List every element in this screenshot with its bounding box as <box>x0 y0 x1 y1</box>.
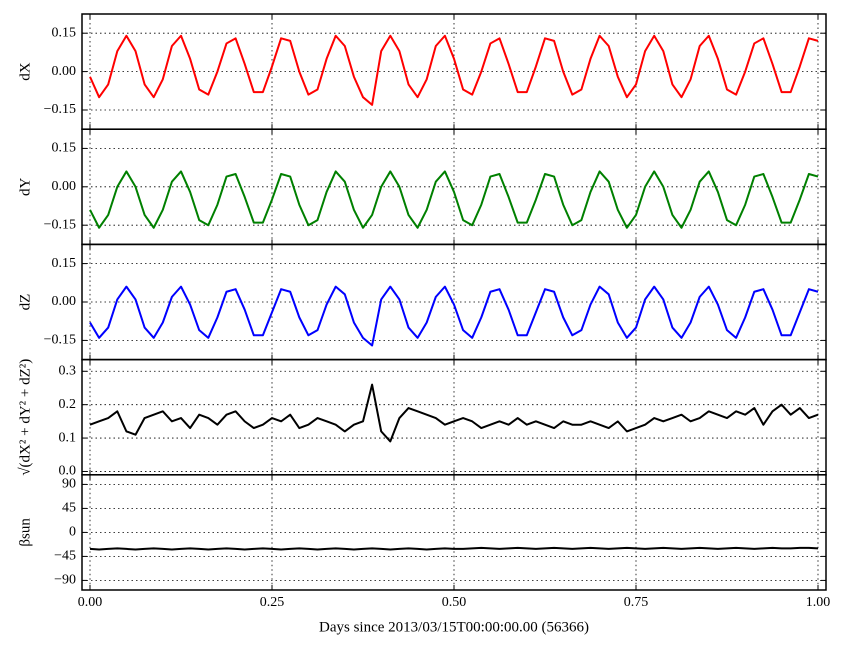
y-tick-label: 0 <box>69 525 76 540</box>
x-tick-label: 1.00 <box>806 595 831 610</box>
y-tick-label: −0.15 <box>44 333 76 348</box>
y-axis-label: dX <box>17 62 33 81</box>
y-tick-label: −0.15 <box>44 217 76 232</box>
data-line <box>89 383 819 443</box>
y-axis-label: √(dX² + dY² + dZ²) <box>17 359 33 476</box>
y-tick-label: 0.00 <box>52 179 77 194</box>
y-tick-label: −0.15 <box>44 102 76 117</box>
y-tick-label: 0.2 <box>59 397 77 412</box>
y-axis-label: dZ <box>17 294 33 311</box>
y-axis-label: βsun <box>17 518 33 547</box>
y-tick-label: −45 <box>54 549 76 564</box>
x-tick-label: 0.75 <box>624 595 649 610</box>
y-tick-label: 45 <box>62 501 76 516</box>
panel-frame <box>81 128 827 246</box>
data-line <box>89 170 819 229</box>
x-tick-label: 0.25 <box>260 595 285 610</box>
y-tick-label: 90 <box>62 477 76 492</box>
data-line <box>89 285 819 347</box>
y-tick-label: −90 <box>54 573 76 588</box>
x-tick-label: 0.00 <box>78 595 103 610</box>
x-tick-label: 0.50 <box>442 595 467 610</box>
panel-frame <box>81 358 827 476</box>
y-tick-label: 0.15 <box>52 141 77 156</box>
data-line <box>89 546 819 551</box>
y-tick-label: 0.15 <box>52 25 77 40</box>
y-axis-label: dY <box>17 177 33 196</box>
panel-frame <box>81 474 827 591</box>
panel-frame <box>81 243 827 361</box>
y-tick-label: 0.0 <box>59 464 77 479</box>
x-axis-label: Days since 2013/03/15T00:00:00.00 (56366… <box>319 619 589 635</box>
y-tick-label: 0.00 <box>52 64 77 79</box>
y-tick-label: 0.00 <box>52 294 77 309</box>
y-tick-label: 0.1 <box>59 430 77 445</box>
y-tick-label: 0.15 <box>52 256 77 271</box>
y-tick-label: 0.3 <box>59 364 77 379</box>
data-line <box>89 34 819 106</box>
